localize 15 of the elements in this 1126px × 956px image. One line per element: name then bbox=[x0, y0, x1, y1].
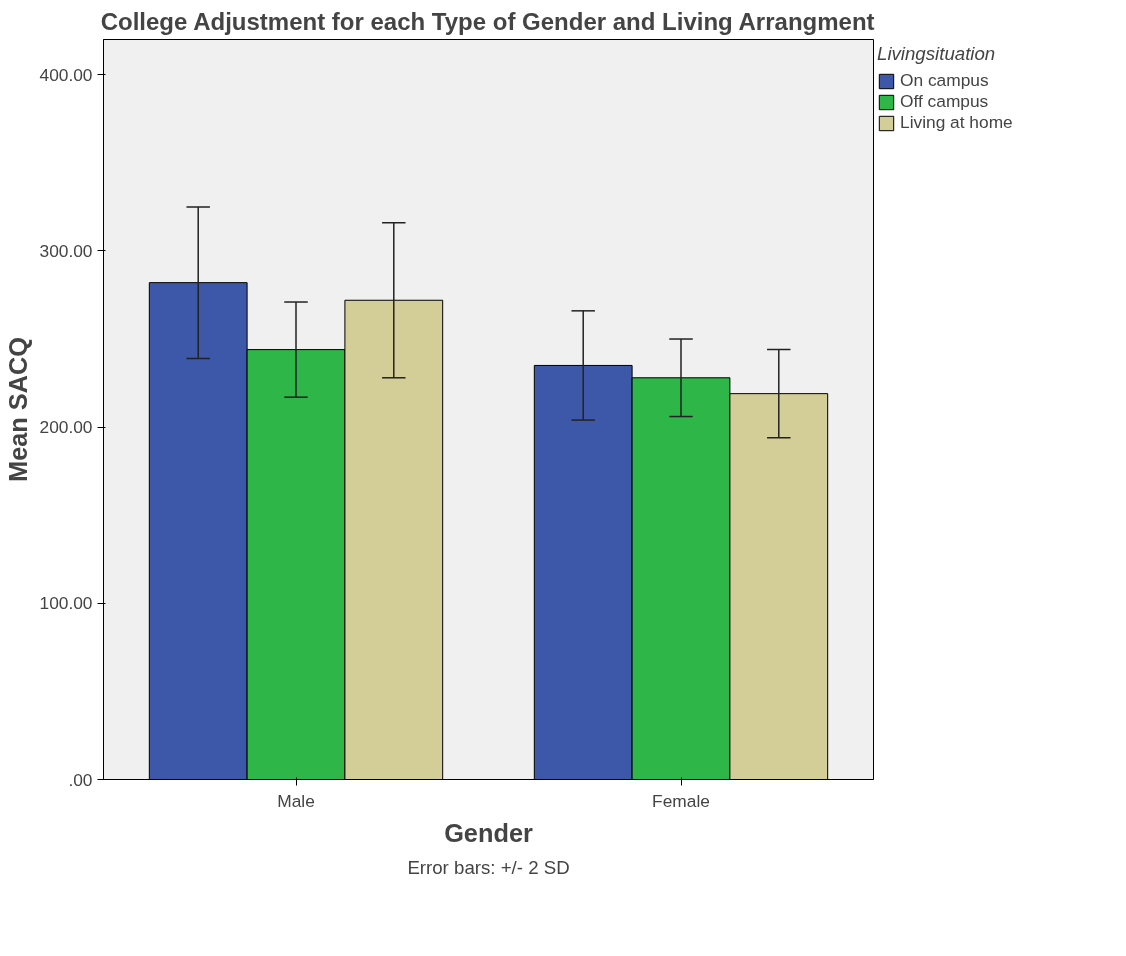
legend-label: Off campus bbox=[900, 91, 989, 112]
legend-title: Livingsituation bbox=[877, 43, 997, 65]
y-tick-label: 100.00 bbox=[39, 593, 93, 614]
x-axis-title: Gender bbox=[444, 818, 533, 847]
text: Error bars: +/- 2 SD bbox=[407, 856, 570, 878]
x-tick-label: Male bbox=[277, 790, 315, 811]
y-axis-title: Mean SACQ bbox=[3, 337, 32, 482]
x-tick-label: Female bbox=[652, 790, 710, 811]
legend-label: Living at home bbox=[900, 112, 1013, 133]
y-tick-label: 400.00 bbox=[39, 64, 93, 85]
y-tick-label: .00 bbox=[68, 769, 93, 790]
chart-title: College Adjustment for each Type of Gender and Living Arrangment bbox=[100, 7, 875, 35]
legend-label: On campus bbox=[900, 70, 989, 91]
y-tick-label: 200.00 bbox=[39, 417, 93, 438]
y-tick-label: 300.00 bbox=[39, 240, 93, 261]
